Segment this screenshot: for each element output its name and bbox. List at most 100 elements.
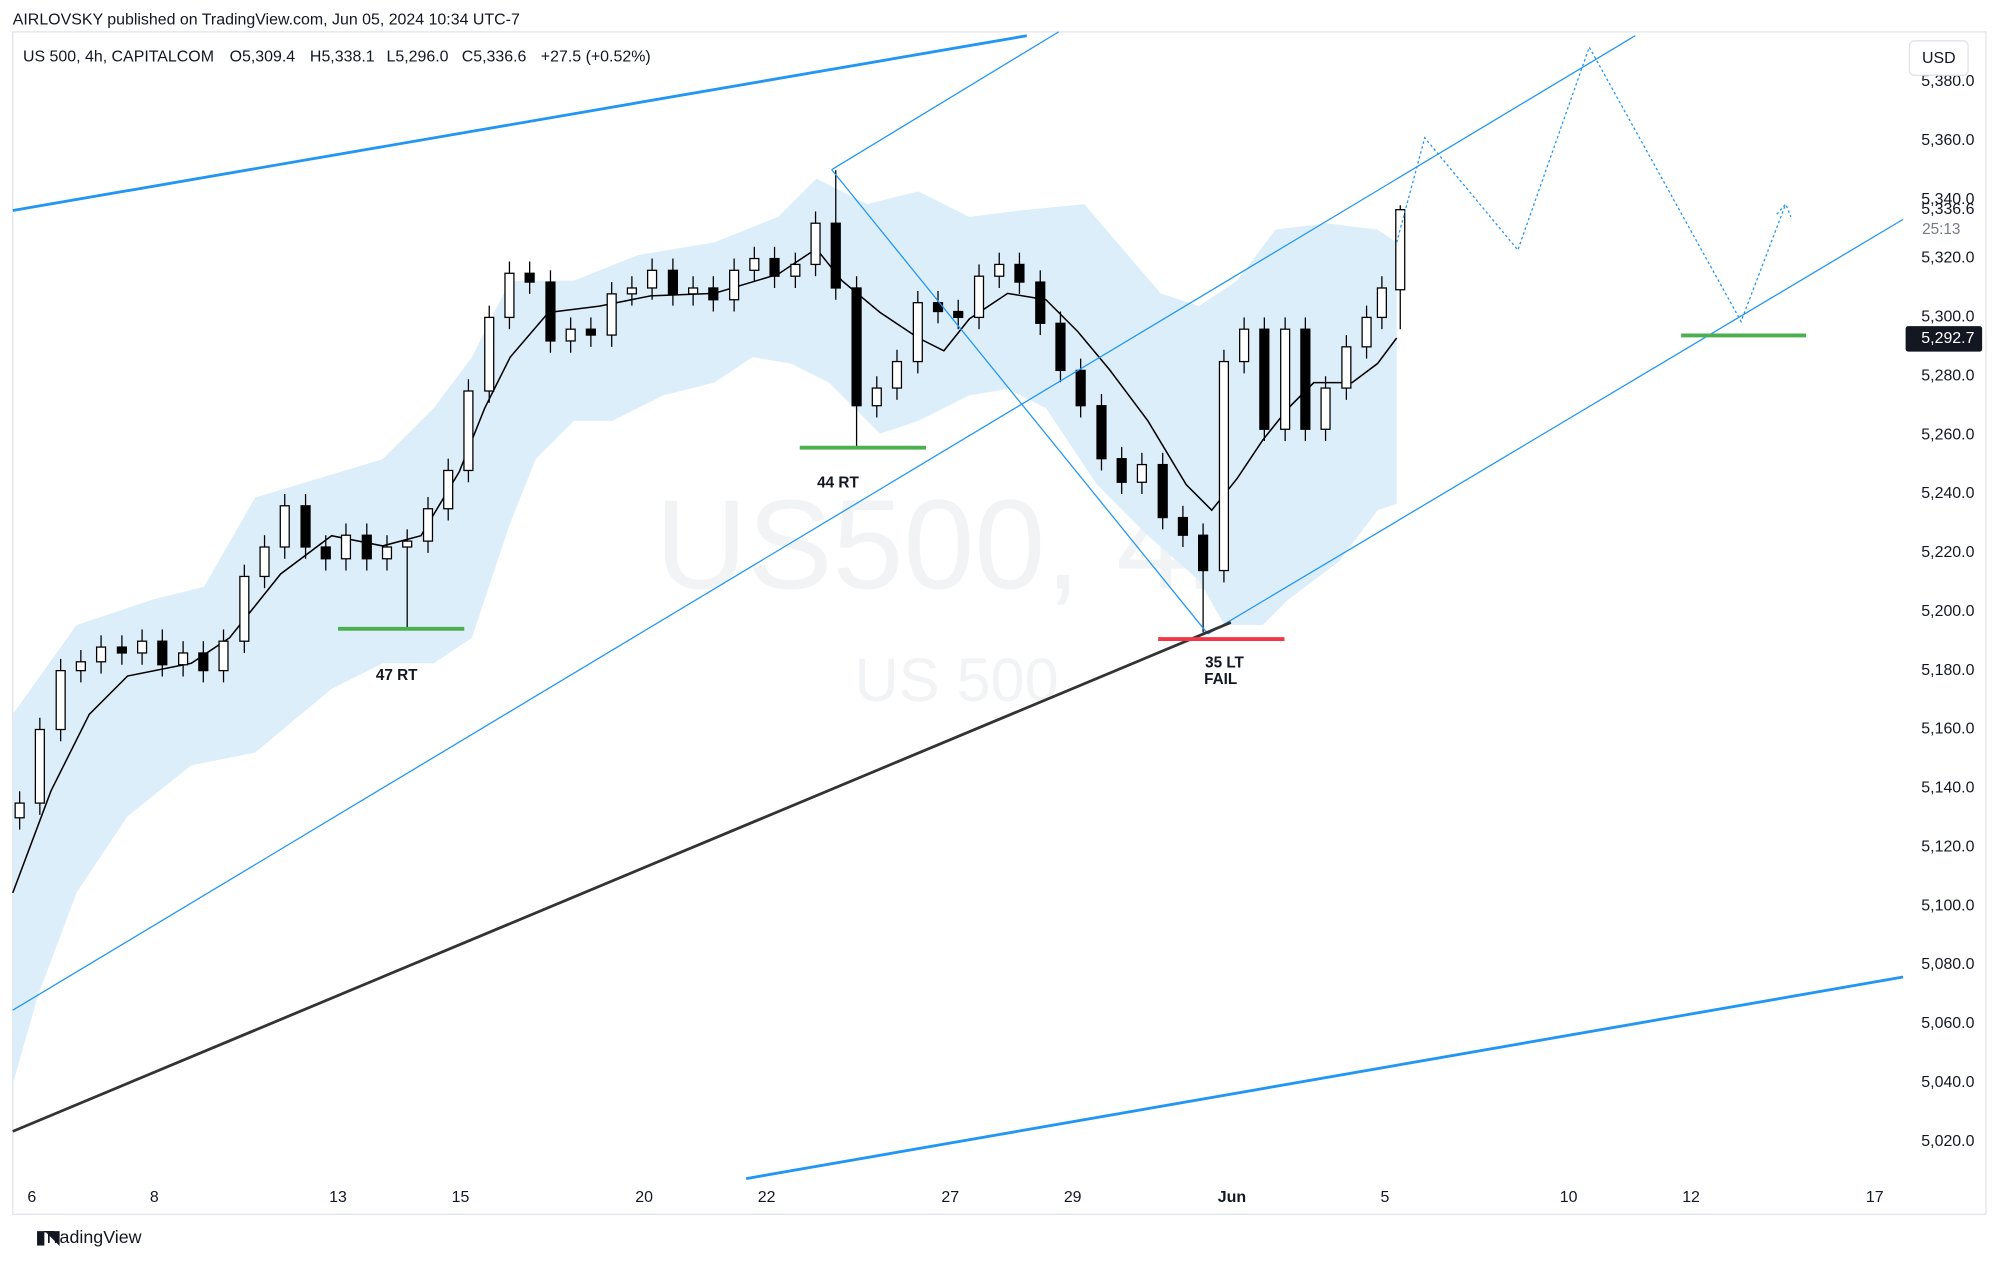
candle-body <box>14 802 25 819</box>
candle-body <box>422 508 434 542</box>
watermark-sub: US 500 <box>855 646 1059 714</box>
candle-body <box>667 269 679 295</box>
y-tick-label: 5,220.0 <box>1921 544 1974 561</box>
x-tick-label: 15 <box>452 1189 470 1206</box>
candle-body <box>790 263 801 277</box>
candle-body <box>646 269 658 289</box>
y-tick-label: 5,100.0 <box>1921 897 1974 914</box>
y-tick-label: 5,180.0 <box>1921 662 1974 679</box>
candle-body <box>1341 346 1352 389</box>
candle-body <box>55 669 66 731</box>
candle-body <box>75 661 86 672</box>
y-tick-label: 5,380.0 <box>1921 73 1974 90</box>
candle-body <box>198 652 209 672</box>
candle-body <box>1136 463 1147 483</box>
y-tick-label: 5,080.0 <box>1921 956 1974 973</box>
legend-value: C5,336.6 <box>462 49 527 66</box>
x-tick-label: 8 <box>150 1189 159 1206</box>
annotation: 44 RT <box>817 474 859 491</box>
candle-body <box>1014 263 1025 283</box>
x-axis: 6 8 13 15 20 22 27 29 Jun 5 10 12 17 <box>27 1179 1884 1206</box>
legend-value: +27.5 (+0.52%) <box>541 49 651 66</box>
candle-body <box>810 222 821 266</box>
y-tick-label: 5,300.0 <box>1921 309 1974 326</box>
candle-body <box>361 534 372 560</box>
candle-body <box>973 275 985 319</box>
candle-body <box>606 293 617 336</box>
currency-button[interactable] <box>1908 40 1969 76</box>
candle-body <box>891 360 903 389</box>
y-tick-label: 5,160.0 <box>1921 721 1974 738</box>
x-tick-label: 17 <box>1866 1189 1884 1206</box>
y-tick-label: 5,020.0 <box>1921 1133 1974 1150</box>
candle-body <box>953 310 964 319</box>
legend-value: O5,309.4 <box>230 49 296 66</box>
candle-body <box>1218 360 1230 572</box>
candle-body <box>239 575 250 642</box>
candle-body <box>912 302 923 363</box>
last-price: 5,336.6 <box>1921 201 1974 218</box>
candle-body <box>749 257 760 271</box>
candle-body <box>524 272 535 283</box>
candle-body <box>320 546 331 560</box>
candle-body <box>1198 534 1209 572</box>
x-tick-label: 12 <box>1682 1189 1700 1206</box>
candle-body <box>626 287 637 295</box>
candle-body <box>340 534 352 560</box>
y-tick-label: 5,240.0 <box>1921 485 1974 502</box>
candle-body <box>1395 209 1406 291</box>
marker-box <box>1905 326 1983 352</box>
candle-body <box>1300 328 1311 430</box>
candle-body <box>218 640 229 672</box>
projection-path <box>1396 45 1787 323</box>
candle-body <box>300 505 311 548</box>
legend-title: US 500, 4h, CAPITALCOM <box>23 49 214 66</box>
x-tick-label: 29 <box>1064 1189 1082 1206</box>
trend-line <box>12 34 1028 212</box>
y-tick-label: 5,060.0 <box>1921 1015 1974 1032</box>
trend-line <box>12 621 1232 1133</box>
candle-body <box>443 469 454 510</box>
candle-body <box>830 222 841 289</box>
marker-label: 5,292.7 <box>1921 330 1974 347</box>
candle-body <box>1035 281 1046 324</box>
candle-body <box>1361 316 1372 348</box>
y-tick-label: 5,140.0 <box>1921 780 1974 797</box>
candle-body <box>1055 322 1066 372</box>
trend-line <box>1207 218 1904 635</box>
candle-body <box>708 287 719 301</box>
x-tick-label: Jun <box>1218 1189 1246 1206</box>
candle-body <box>1096 405 1107 460</box>
annotation: 35 LT <box>1205 654 1244 671</box>
candle-body <box>1376 287 1387 319</box>
brand-icon: ▮◥ <box>36 1227 61 1247</box>
annotation: 47 RT <box>376 667 418 684</box>
moving-average <box>12 247 1398 894</box>
y-tick-label: 5,120.0 <box>1921 838 1974 855</box>
x-tick-label: 5 <box>1381 1189 1390 1206</box>
publisher: AIRLOVSKY published on TradingView.com, … <box>13 12 520 29</box>
candle-body <box>484 316 495 392</box>
candle-body <box>994 263 1005 277</box>
candle-body <box>402 540 413 548</box>
candle-body <box>279 505 290 548</box>
cloud-band <box>12 178 1397 1085</box>
candle-body <box>157 640 168 666</box>
y-tick-label: 5,260.0 <box>1921 426 1974 443</box>
trend-line <box>12 35 1636 1011</box>
candle-body <box>585 328 596 336</box>
candle-body <box>729 269 740 301</box>
candle-body <box>688 287 699 295</box>
candle-body <box>1116 458 1127 483</box>
legend-value: L5,296.0 <box>386 49 448 66</box>
candle-body <box>259 546 270 578</box>
candle-body <box>565 328 576 342</box>
y-tick-label: 5,360.0 <box>1921 132 1974 149</box>
currency[interactable]: USD <box>1922 50 1956 67</box>
candle-body <box>1320 387 1331 430</box>
candle-body <box>1157 463 1168 519</box>
y-tick-label: 5,040.0 <box>1921 1074 1974 1091</box>
y-tick-label: 5,200.0 <box>1921 603 1974 620</box>
candles <box>14 170 1406 830</box>
